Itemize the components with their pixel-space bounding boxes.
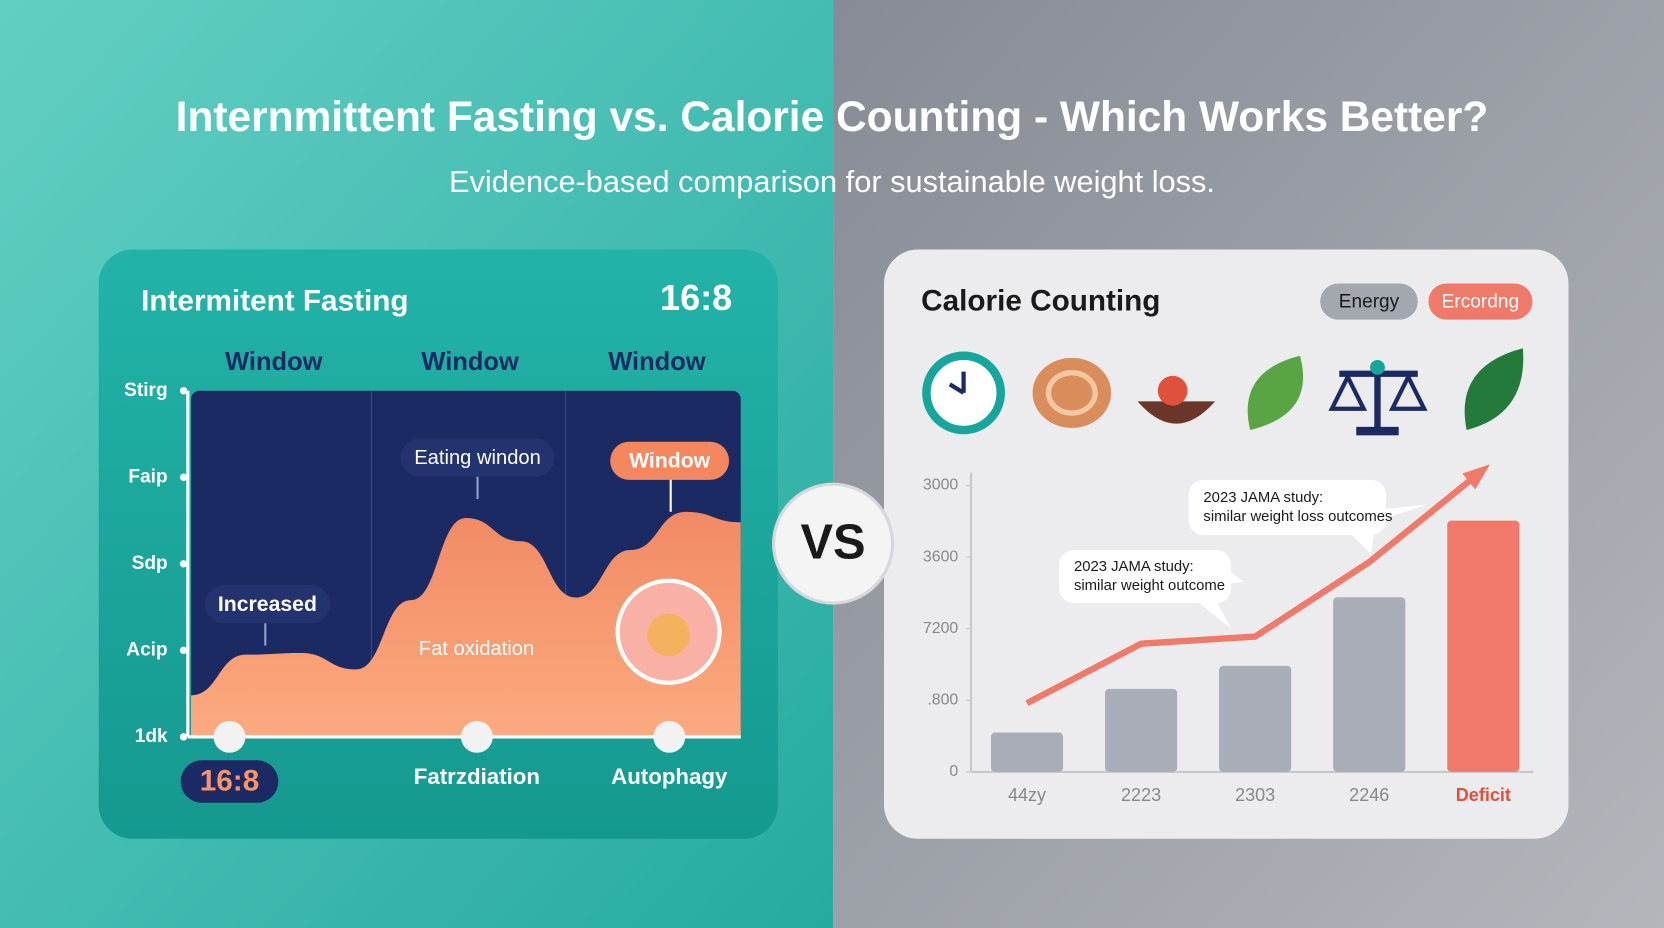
x-tick-label: Fatrzdiation bbox=[414, 764, 540, 789]
bar bbox=[990, 732, 1064, 772]
column-label: Window bbox=[608, 348, 706, 376]
annotation-bubble bbox=[1188, 479, 1386, 536]
y-tick-label: .800 bbox=[927, 692, 958, 709]
bowl-icon bbox=[1137, 401, 1216, 424]
y-tick bbox=[179, 646, 188, 655]
leaf-icon bbox=[1247, 355, 1304, 431]
card-title: Intermitent Fasting bbox=[141, 284, 408, 317]
x-tick-label: 2246 bbox=[1349, 785, 1389, 805]
y-tick-label: Stirg bbox=[124, 380, 167, 401]
vs-text: VS bbox=[801, 516, 866, 570]
page-title: Internmittent Fasting vs. Calorie Counti… bbox=[176, 93, 1489, 140]
x-tick bbox=[460, 720, 493, 753]
vs-badge bbox=[772, 482, 895, 605]
y-tick-label: 3000 bbox=[923, 477, 959, 494]
column-label: Window bbox=[421, 348, 519, 376]
legend-label: Energy bbox=[1339, 292, 1400, 313]
bubble-tail bbox=[1347, 504, 1428, 555]
bar bbox=[1447, 520, 1520, 772]
y-tick bbox=[179, 560, 188, 568]
scale-icon bbox=[1356, 426, 1399, 436]
x-tick-label: Deficit bbox=[1456, 785, 1511, 805]
column-label: Window bbox=[225, 348, 323, 376]
leaf-icon bbox=[1464, 348, 1524, 431]
y-tick-label: Sdp bbox=[132, 553, 168, 574]
y-tick-label: 0 bbox=[949, 763, 958, 780]
x-tick-label: 2223 bbox=[1121, 785, 1161, 805]
blob-icon bbox=[647, 613, 690, 657]
food-icon bbox=[1045, 370, 1098, 416]
annotation-text: 2023 JAMA study: bbox=[1203, 490, 1323, 506]
annotation-text: similar weight loss outcomes bbox=[1203, 509, 1392, 525]
card-badge: 16:8 bbox=[660, 277, 732, 318]
annotation-pill bbox=[610, 441, 730, 480]
legend-label: Ercordng bbox=[1442, 292, 1519, 313]
annotation-text: 2023 JAMA study: bbox=[1074, 559, 1194, 575]
x-tick-label: Autophagy bbox=[611, 764, 728, 789]
annotation-text: Eating windon bbox=[414, 447, 541, 469]
x-tick-label: 2303 bbox=[1235, 785, 1275, 805]
x-tick-label: 44zy bbox=[1008, 785, 1046, 805]
arrow-head bbox=[1462, 464, 1490, 490]
food-icon bbox=[1032, 357, 1112, 428]
y-tick-label: 3600 bbox=[923, 548, 959, 565]
y-tick-label: Faip bbox=[128, 466, 167, 487]
bar bbox=[1219, 665, 1292, 772]
bubble-tail bbox=[1193, 568, 1244, 629]
annotation-text: Increased bbox=[218, 593, 317, 616]
annotation-pill bbox=[400, 438, 555, 477]
scale-icon bbox=[1370, 359, 1385, 375]
y-tick bbox=[179, 733, 188, 741]
page-subtitle: Evidence-based comparison for sustainabl… bbox=[449, 164, 1215, 199]
legend-pill bbox=[1428, 283, 1533, 320]
annotation-bubble bbox=[1059, 550, 1232, 604]
bar bbox=[1105, 688, 1178, 772]
annotation-text: Fat oxidation bbox=[419, 638, 534, 660]
annotation-text: 16:8 bbox=[200, 764, 259, 797]
y-tick-label: 7200 bbox=[923, 620, 959, 637]
tomato-icon bbox=[1157, 375, 1188, 406]
scale-icon bbox=[1328, 372, 1428, 411]
y-tick bbox=[179, 473, 188, 481]
x-tick bbox=[653, 720, 686, 753]
annotation-text: Window bbox=[629, 449, 711, 472]
annotation-text: similar weight outcome bbox=[1074, 578, 1225, 594]
bar bbox=[1333, 597, 1406, 772]
x-tick bbox=[213, 720, 246, 753]
annotation-pill bbox=[180, 760, 279, 803]
line bbox=[1025, 467, 1486, 706]
clock-hand bbox=[948, 382, 965, 395]
y-tick-label: 1dk bbox=[135, 726, 168, 747]
y-tick-label: Acip bbox=[126, 639, 167, 660]
y-tick bbox=[179, 387, 188, 395]
annotation-pill bbox=[204, 585, 331, 624]
legend-pill bbox=[1320, 283, 1418, 320]
icons bbox=[922, 348, 1524, 436]
area bbox=[191, 511, 741, 737]
card-title: Calorie Counting bbox=[921, 284, 1160, 317]
